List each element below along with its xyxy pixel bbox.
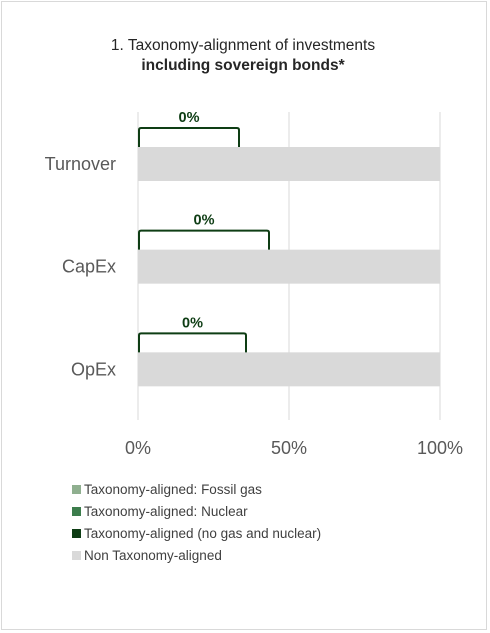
chart-title-line1: 1. Taxonomy-alignment of investments <box>110 37 376 54</box>
callout-bracket <box>138 229 270 250</box>
chart-title-line2: including sovereign bonds* <box>141 57 345 74</box>
callout-bracket <box>138 127 240 147</box>
legend-item: Taxonomy-aligned (no gas and nuclear) <box>72 522 321 544</box>
legend-swatch <box>72 484 81 494</box>
category-label: CapEx <box>62 257 116 277</box>
callout-bracket <box>138 332 247 353</box>
chart-legend: Taxonomy-aligned: Fossil gas Taxonomy-ali… <box>72 478 321 566</box>
legend-item: Non Taxonomy-aligned <box>72 544 321 566</box>
category-label: Turnover <box>45 154 116 174</box>
legend-swatch <box>72 550 81 560</box>
legend-swatch <box>72 528 81 538</box>
data-label: 0% <box>179 110 200 126</box>
legend-item: Taxonomy-aligned: Fossil gas <box>72 478 321 500</box>
bar-opex-series-3 <box>138 352 440 387</box>
legend-label: Taxonomy-aligned (no gas and nuclear) <box>84 525 322 541</box>
category-label: OpEx <box>71 359 116 379</box>
bar-chart: 0% 50% 100% Turnover 0% CapEx 0% OpEx 0% <box>45 110 463 458</box>
x-tick-label: 100% <box>417 438 463 458</box>
legend-label: Non Taxonomy-aligned <box>84 547 222 563</box>
legend-swatch <box>72 506 81 516</box>
bar-capex-series-3 <box>138 249 440 284</box>
chart-title: 1. Taxonomy-alignment of investments inc… <box>0 36 486 76</box>
legend-item: Taxonomy-aligned: Nuclear <box>72 500 321 522</box>
legend-label: Taxonomy-aligned: Nuclear <box>84 503 248 519</box>
x-tick-label: 0% <box>125 438 151 458</box>
legend-label: Taxonomy-aligned: Fossil gas <box>84 481 262 497</box>
data-label: 0% <box>194 213 215 229</box>
bar-turnover-series-3 <box>138 147 440 181</box>
data-label: 0% <box>182 315 203 331</box>
x-tick-label: 50% <box>271 438 307 458</box>
